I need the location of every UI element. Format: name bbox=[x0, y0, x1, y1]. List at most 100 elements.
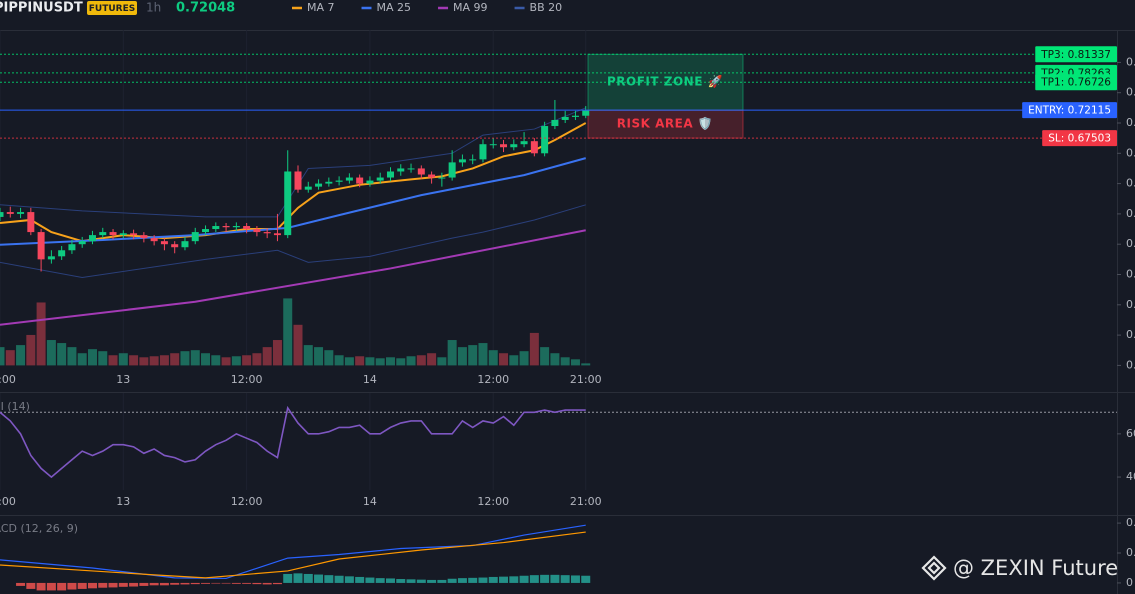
histogram-bar bbox=[375, 578, 385, 583]
volume-bar bbox=[283, 298, 293, 366]
y-tick-label: 0.45 bbox=[1126, 268, 1135, 281]
histogram-bar bbox=[98, 582, 108, 588]
symbol: PIPPINUSDT bbox=[0, 1, 83, 16]
histogram-bar bbox=[478, 577, 488, 583]
candle-body bbox=[284, 171, 292, 236]
volume-bar bbox=[190, 350, 200, 366]
x-tick-label: 12:00 bbox=[231, 495, 263, 508]
last-price: 0.72048 bbox=[176, 1, 235, 16]
volume-bar bbox=[242, 355, 252, 366]
level-label: TP1: 0.76726 bbox=[1040, 77, 1111, 89]
macd-line bbox=[0, 524, 586, 580]
candle-body bbox=[109, 232, 117, 236]
x-tick-label: 12:00 bbox=[231, 373, 263, 386]
candle-body bbox=[345, 177, 353, 181]
volume-bar bbox=[272, 340, 282, 366]
histogram-bar bbox=[570, 575, 580, 583]
candle-body bbox=[243, 226, 251, 230]
candle-body bbox=[37, 232, 45, 260]
candle-body bbox=[386, 171, 394, 178]
candle-body bbox=[222, 226, 230, 228]
candle-body bbox=[551, 119, 559, 127]
y-tick-label: 0.7 bbox=[1126, 116, 1135, 129]
histogram-bar bbox=[26, 582, 36, 589]
level-label: TP3: 0.81337 bbox=[1040, 49, 1111, 61]
y-tick-label: 0.4 bbox=[1126, 298, 1135, 311]
volume-bar bbox=[129, 355, 139, 366]
badge: FUTURES bbox=[89, 4, 135, 14]
watermark: @ ZEXIN Future bbox=[953, 556, 1118, 580]
histogram-bar bbox=[139, 582, 149, 586]
volume-bar bbox=[180, 351, 190, 366]
histogram-bar bbox=[519, 575, 529, 583]
candle-body bbox=[160, 241, 168, 245]
histogram-bar bbox=[149, 582, 159, 586]
candle-body bbox=[99, 232, 107, 236]
histogram-bar bbox=[118, 582, 128, 587]
histogram-bar bbox=[416, 579, 426, 583]
volume-bar bbox=[77, 353, 87, 366]
candle-body bbox=[263, 232, 271, 234]
x-tick-label: 12:00 bbox=[477, 495, 509, 508]
histogram-bar bbox=[180, 582, 190, 585]
volume-bar bbox=[159, 355, 169, 366]
histogram-bar bbox=[468, 577, 478, 583]
y-tick-label: 0.8 bbox=[1126, 55, 1135, 68]
histogram-bar bbox=[550, 574, 560, 583]
volume-bar bbox=[303, 345, 313, 366]
candle-body bbox=[428, 174, 436, 178]
histogram-bar bbox=[36, 582, 46, 591]
candle-body bbox=[17, 212, 25, 214]
x-tick-label: 13 bbox=[116, 495, 130, 508]
volume-bar bbox=[46, 340, 56, 366]
candle-body bbox=[88, 235, 96, 242]
histogram-bar bbox=[283, 573, 293, 583]
volume-bar bbox=[108, 355, 118, 366]
volume-bar bbox=[437, 357, 447, 366]
volume-bar bbox=[519, 351, 529, 366]
volume-bar bbox=[314, 347, 324, 366]
legend-label: MA 99 bbox=[453, 1, 488, 14]
macd-title: MACD (12, 26, 9) bbox=[0, 522, 78, 535]
volume-bar bbox=[324, 350, 334, 366]
histogram-bar bbox=[396, 579, 406, 583]
volume-bar bbox=[16, 345, 26, 366]
histogram-bar bbox=[334, 575, 344, 583]
volume-bar bbox=[36, 302, 46, 366]
histogram-bar bbox=[529, 575, 539, 583]
candle-body bbox=[510, 144, 518, 148]
volume-bar bbox=[468, 345, 478, 366]
candle-body bbox=[0, 212, 4, 217]
volume-bar bbox=[139, 357, 149, 366]
histogram-bar bbox=[46, 582, 56, 591]
candle-body bbox=[356, 177, 364, 184]
volume-bar bbox=[540, 347, 550, 366]
x-tick-label: 12:00 bbox=[0, 373, 16, 386]
volume-bar bbox=[344, 357, 354, 366]
volume-bar bbox=[375, 358, 385, 366]
histogram-bar bbox=[560, 575, 570, 583]
y-tick-label: 0.6 bbox=[1126, 177, 1135, 190]
histogram-bar bbox=[272, 582, 282, 585]
x-tick-label: 12:00 bbox=[0, 495, 16, 508]
histogram-bar bbox=[355, 576, 365, 583]
volume-bar bbox=[293, 324, 303, 366]
zone-label: RISK AREA 🛡️ bbox=[617, 117, 713, 131]
volume-bar bbox=[211, 355, 221, 366]
histogram-bar bbox=[262, 582, 272, 585]
volume-bar bbox=[457, 347, 467, 366]
histogram-bar bbox=[252, 582, 262, 585]
volume-bar bbox=[416, 355, 426, 366]
legend-label: MA 7 bbox=[307, 1, 335, 14]
volume-bar bbox=[221, 357, 231, 366]
histogram-bar bbox=[488, 576, 498, 583]
ma-line bbox=[0, 229, 586, 326]
candle-body bbox=[479, 144, 487, 160]
volume-bar bbox=[509, 355, 519, 366]
candle-body bbox=[335, 180, 343, 182]
histogram-bar bbox=[427, 579, 437, 583]
histogram-bar bbox=[231, 582, 241, 584]
volume-bar bbox=[98, 351, 108, 366]
